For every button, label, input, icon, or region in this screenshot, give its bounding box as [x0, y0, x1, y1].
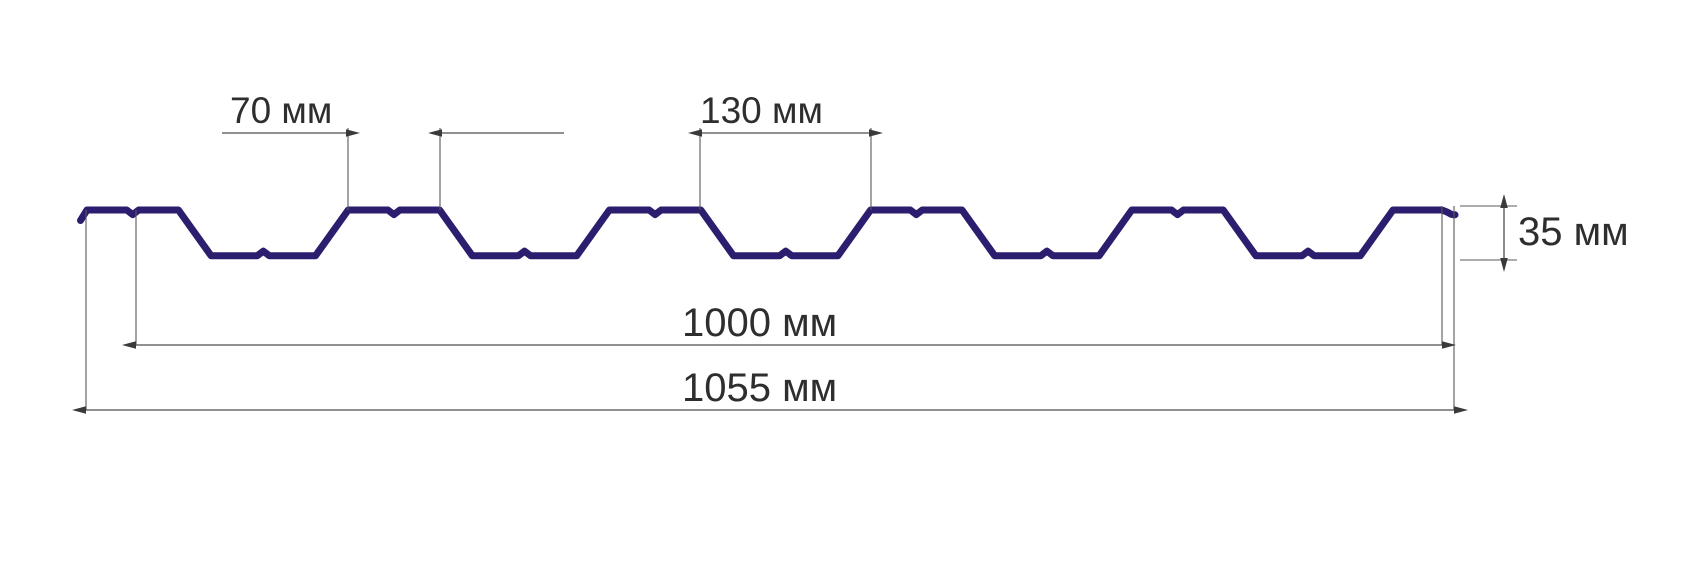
svg-text:1055 мм: 1055 мм: [682, 366, 837, 410]
svg-text:70 мм: 70 мм: [230, 90, 332, 131]
svg-text:35 мм: 35 мм: [1518, 210, 1629, 254]
svg-text:130 мм: 130 мм: [700, 90, 823, 131]
svg-text:1000 мм: 1000 мм: [682, 301, 837, 345]
